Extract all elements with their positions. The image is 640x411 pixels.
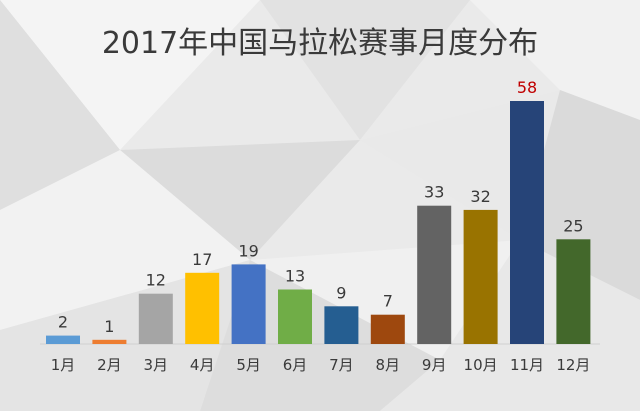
- bar-2: [92, 339, 127, 344]
- bar-12: [556, 239, 591, 344]
- value-labels-group: 2 1 12 17 19 13 9 7 33 32 58 25: [58, 78, 584, 336]
- x-tick-label-6: 6月: [283, 356, 308, 374]
- bar-1: [46, 335, 80, 344]
- x-tick-label-4: 4月: [190, 356, 215, 374]
- x-tick-label-8: 8月: [376, 356, 401, 374]
- x-tick-label-9: 9月: [422, 356, 447, 374]
- bar-6: [278, 289, 312, 344]
- value-label-2: 1: [104, 317, 114, 336]
- value-label-6: 13: [285, 267, 305, 286]
- bar-3: [138, 293, 173, 344]
- bar-8: [370, 314, 405, 344]
- x-tick-label-12: 12月: [556, 356, 590, 374]
- value-label-7: 9: [336, 283, 346, 302]
- value-label-3: 12: [146, 271, 166, 290]
- bars-group: [46, 101, 591, 344]
- x-tick-label-7: 7月: [329, 356, 354, 374]
- bar-10: [463, 209, 498, 344]
- bar-11: [510, 101, 544, 344]
- chart-title: 2017年中国马拉松赛事月度分布: [101, 26, 539, 61]
- value-label-1: 2: [58, 313, 68, 332]
- x-tick-labels-group: 1月 2月 3月 4月 5月 6月 7月 8月 9月 10月 11月 12月: [51, 356, 591, 374]
- x-tick-label-5: 5月: [236, 356, 261, 374]
- value-label-9: 33: [424, 183, 444, 202]
- value-label-12: 25: [563, 216, 583, 235]
- x-tick-label-3: 3月: [144, 356, 169, 374]
- bar-9: [417, 205, 452, 344]
- x-tick-label-11: 11月: [510, 356, 544, 374]
- x-tick-label-2: 2月: [97, 356, 122, 374]
- x-tick-label-10: 10月: [464, 356, 498, 374]
- value-label-11: 58: [517, 78, 537, 97]
- value-label-8: 7: [383, 292, 393, 311]
- bar-4: [185, 272, 220, 344]
- bar-7: [324, 306, 359, 344]
- value-label-4: 17: [192, 250, 212, 269]
- value-label-5: 19: [238, 241, 258, 260]
- value-label-10: 32: [470, 187, 490, 206]
- x-tick-label-1: 1月: [51, 356, 76, 374]
- bar-5: [231, 264, 266, 344]
